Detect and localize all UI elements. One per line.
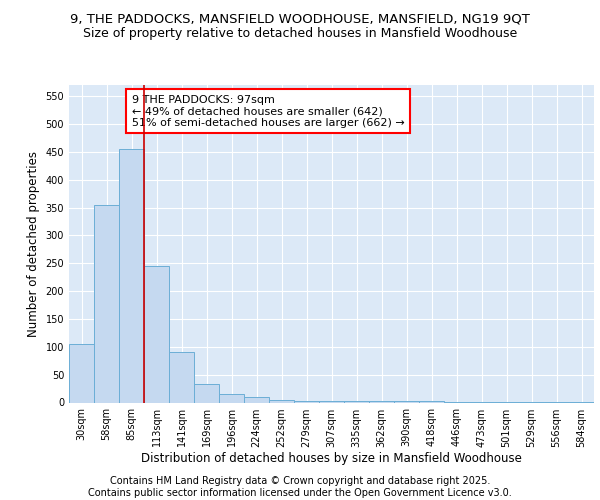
- Bar: [219, 394, 244, 402]
- X-axis label: Distribution of detached houses by size in Mansfield Woodhouse: Distribution of detached houses by size …: [141, 452, 522, 466]
- Text: 9 THE PADDOCKS: 97sqm
← 49% of detached houses are smaller (642)
51% of semi-det: 9 THE PADDOCKS: 97sqm ← 49% of detached …: [132, 94, 405, 128]
- Bar: [244, 397, 269, 402]
- Bar: [269, 400, 294, 402]
- Bar: [294, 401, 319, 402]
- Y-axis label: Number of detached properties: Number of detached properties: [27, 151, 40, 337]
- Bar: [169, 352, 194, 403]
- Text: 9, THE PADDOCKS, MANSFIELD WOODHOUSE, MANSFIELD, NG19 9QT: 9, THE PADDOCKS, MANSFIELD WOODHOUSE, MA…: [70, 12, 530, 26]
- Text: Contains HM Land Registry data © Crown copyright and database right 2025.
Contai: Contains HM Land Registry data © Crown c…: [88, 476, 512, 498]
- Text: Size of property relative to detached houses in Mansfield Woodhouse: Size of property relative to detached ho…: [83, 28, 517, 40]
- Bar: [119, 149, 144, 403]
- Bar: [144, 266, 169, 402]
- Bar: [69, 344, 94, 403]
- Bar: [94, 205, 119, 402]
- Bar: [194, 384, 219, 402]
